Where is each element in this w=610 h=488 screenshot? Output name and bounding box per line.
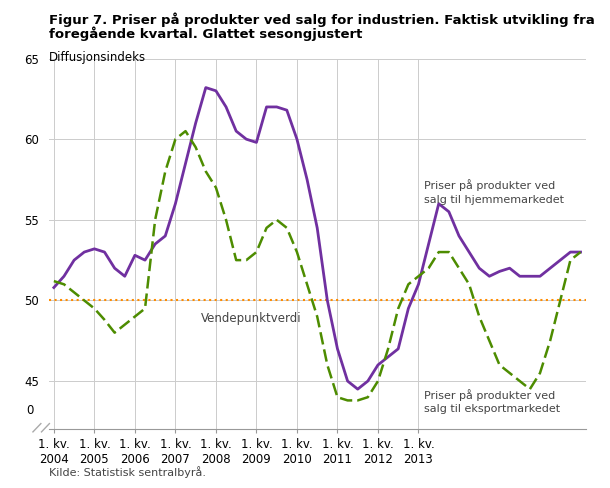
Text: Diffusjonsindeks: Diffusjonsindeks [49, 51, 146, 64]
Text: Priser på produkter ved
salg til hjemmemarkedet: Priser på produkter ved salg til hjemmem… [423, 180, 564, 204]
Text: 0: 0 [26, 404, 34, 417]
Text: Priser på produkter ved
salg til eksportmarkedet: Priser på produkter ved salg til eksport… [423, 389, 559, 414]
Text: Figur 7. Priser på produkter ved salg for industrien. Faktisk utvikling fra: Figur 7. Priser på produkter ved salg fo… [49, 12, 595, 27]
Text: foregående kvartal. Glattet sesongjustert: foregående kvartal. Glattet sesongjuster… [49, 27, 362, 41]
Text: Vendepunktverdi: Vendepunktverdi [201, 312, 301, 325]
Text: Kilde: Statistisk sentralbyrå.: Kilde: Statistisk sentralbyrå. [49, 467, 206, 478]
